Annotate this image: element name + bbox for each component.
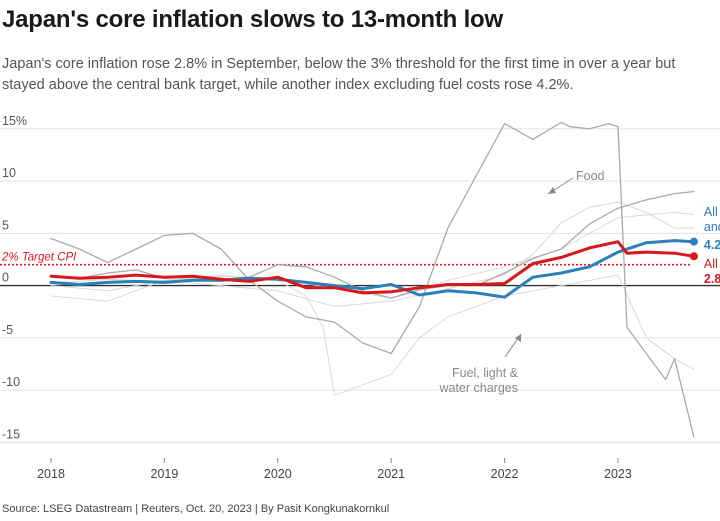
x-tick-label: 2022 <box>491 467 519 481</box>
food-arrowhead <box>548 187 556 194</box>
end-dot-core <box>689 252 698 261</box>
food-label: Food <box>576 169 605 183</box>
y-tick-label: 10 <box>2 166 16 180</box>
y-tick-label: -15 <box>2 427 20 441</box>
y-tick-label: 15% <box>2 114 27 128</box>
series-layer <box>49 121 696 438</box>
core-label: All items less fresh food <box>704 257 720 271</box>
chart-title: Japan's core inflation slows to 13-month… <box>2 6 503 33</box>
source-note: Source: LSEG Datastream | Reuters, Oct. … <box>2 503 390 515</box>
fuel-arrowhead <box>515 334 521 342</box>
core-value: 2.8% <box>704 272 720 286</box>
core-core-label: and energy <box>704 220 720 234</box>
x-tick-label: 2023 <box>604 467 632 481</box>
x-tick-label: 2019 <box>151 467 179 481</box>
series-line-fuel <box>50 121 695 438</box>
grid-layer: 15% 10 5 0 -5 -10 -15 2018 2019 2020 2021 2022 2023 2… <box>0 114 720 481</box>
y-tick-label: 0 <box>2 271 9 285</box>
y-tick-label: -5 <box>2 323 13 337</box>
x-tick-label: 2021 <box>377 467 405 481</box>
x-tick-label: 2020 <box>264 467 292 481</box>
series-line-core_core <box>49 239 696 299</box>
y-tick-label: 5 <box>2 218 9 232</box>
core-core-label: All items less fresh food <box>704 205 720 219</box>
end-dot-core_core <box>689 237 698 246</box>
x-tick-label: 2018 <box>37 467 65 481</box>
core-core-value: 4.2% <box>704 238 720 252</box>
series-line-core <box>49 240 696 295</box>
chart-subtitle: Japan's core inflation rose 2.8% in Sept… <box>2 56 676 93</box>
fuel-label: Fuel, light & <box>452 366 519 380</box>
series-line-faint1 <box>50 201 695 307</box>
target-label: 2% Target CPI <box>1 252 77 264</box>
y-tick-label: -10 <box>2 375 20 389</box>
fuel-label: water charges <box>438 381 518 395</box>
